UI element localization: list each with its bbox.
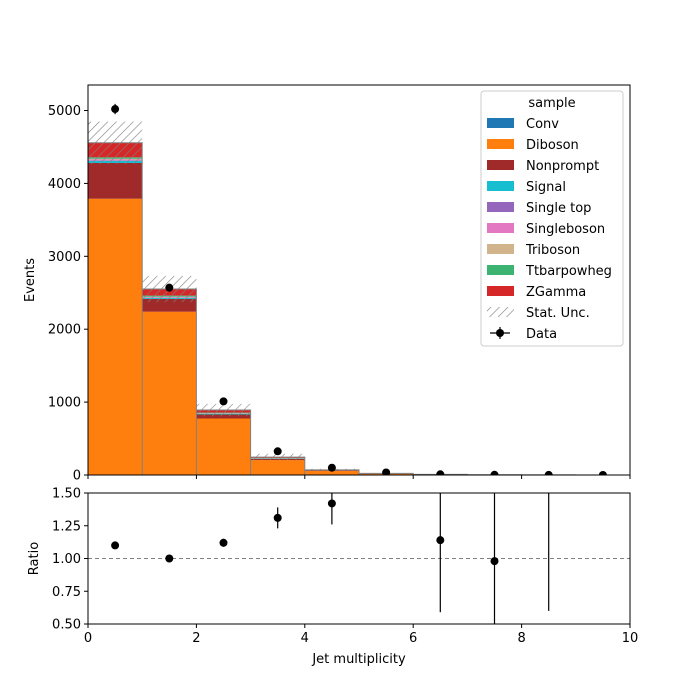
bar-segment — [88, 163, 143, 199]
data-point — [111, 105, 120, 114]
legend-label: Ttbarpowheg — [525, 264, 612, 279]
x-tick-label: 0 — [84, 631, 92, 646]
bar-segment — [142, 311, 197, 475]
main-y-axis-label: Events — [23, 258, 38, 302]
y-tick-label: 1.25 — [52, 519, 81, 534]
x-tick-label: 4 — [301, 631, 309, 646]
y-tick-label: 0 — [73, 469, 81, 484]
data-point — [382, 468, 391, 475]
legend-data-marker — [496, 329, 504, 337]
data-point — [273, 447, 282, 456]
y-tick-label: 0.50 — [52, 618, 81, 633]
main-x-ticks — [87, 475, 631, 479]
legend-swatch — [487, 265, 514, 275]
legend-swatch — [487, 160, 514, 170]
legend-entry: Signal — [487, 180, 566, 195]
legend-swatch — [487, 244, 514, 254]
legend-entry: Single top — [487, 201, 591, 216]
data-point — [436, 470, 445, 475]
ratio-point — [273, 513, 282, 522]
legend-label: Stat. Unc. — [526, 306, 590, 321]
bar-segment — [196, 418, 251, 475]
bar-segment — [196, 414, 251, 419]
bar-segment — [304, 470, 359, 475]
data-point — [490, 470, 499, 475]
main-plot: 0 1000 2000 3000 4000 5000 Events — [23, 84, 631, 484]
ratio-y-axis-label: Ratio — [27, 542, 42, 575]
legend-label: Signal — [526, 180, 566, 195]
legend-label: Single top — [526, 201, 591, 216]
y-tick-label: 3000 — [48, 250, 81, 265]
ratio-point — [436, 536, 445, 545]
legend-label: Nonprompt — [526, 159, 599, 174]
ratio-x-axis-label: Jet multiplicity — [311, 652, 406, 667]
legend-title: sample — [528, 96, 575, 111]
ratio-plot: 0.50 0.75 1.00 1.25 1.50 0 2 4 6 8 10 Jet multiplic… — [27, 487, 638, 668]
x-tick-label: 8 — [517, 631, 525, 646]
legend-entry: Conv — [487, 117, 559, 132]
data-point — [598, 470, 607, 475]
legend-label: Diboson — [526, 138, 579, 153]
data-point — [219, 397, 228, 406]
ratio-point — [165, 554, 174, 563]
data-point — [165, 283, 174, 292]
legend-entry: ZGamma — [487, 285, 586, 300]
legend-label: Triboson — [525, 243, 580, 258]
legend-entry: Nonprompt — [487, 159, 599, 174]
y-tick-label: 1.00 — [52, 552, 81, 567]
x-tick-label: 6 — [409, 631, 417, 646]
ratio-point — [111, 541, 120, 550]
legend-swatch — [487, 286, 514, 296]
y-tick-label: 1.50 — [52, 487, 81, 502]
legend-hatch-swatch — [487, 307, 514, 317]
legend-swatch — [487, 223, 514, 233]
legend-label: Conv — [526, 117, 559, 132]
legend-entry: Diboson — [487, 138, 579, 153]
y-tick-label: 0.75 — [52, 585, 81, 600]
ratio-point — [219, 538, 228, 547]
legend-label: ZGamma — [526, 285, 586, 300]
data-point — [544, 470, 553, 475]
legend-swatch — [487, 181, 514, 191]
ratio-x-ticks: 0 2 4 6 8 10 — [84, 624, 638, 646]
legend-swatch — [487, 202, 514, 212]
ratio-y-ticks: 0.50 0.75 1.00 1.25 1.50 — [52, 487, 88, 633]
legend-entry: Data — [490, 327, 557, 342]
legend-label: Data — [526, 327, 557, 342]
legend-box — [480, 90, 624, 347]
bar-segment — [88, 198, 143, 475]
legend: sample Conv Diboson Nonprompt Signal Single t… — [480, 90, 624, 347]
legend-entry: Stat. Unc. — [487, 306, 590, 321]
y-tick-label: 1000 — [48, 396, 81, 411]
main-frame — [87, 84, 631, 476]
legend-swatch — [487, 118, 514, 128]
y-tick-label: 4000 — [48, 177, 81, 192]
ratio-point — [490, 557, 499, 566]
ratio-point — [327, 499, 336, 508]
legend-label: Singleboson — [526, 222, 605, 237]
y-tick-label: 2000 — [48, 323, 81, 338]
legend-entry: Singleboson — [487, 222, 605, 237]
legend-entry: Triboson — [487, 243, 580, 258]
legend-swatch — [487, 139, 514, 149]
main-y-ticks: 0 1000 2000 3000 4000 5000 — [48, 104, 88, 484]
ratio-points — [111, 493, 550, 624]
x-tick-label: 2 — [192, 631, 200, 646]
data-point — [327, 463, 336, 472]
stacked-bars — [88, 121, 630, 475]
x-tick-label: 10 — [622, 631, 639, 646]
bar-segment — [250, 460, 305, 475]
data-points — [111, 103, 607, 475]
y-tick-label: 5000 — [48, 104, 81, 119]
legend-entry: Ttbarpowheg — [487, 264, 612, 279]
